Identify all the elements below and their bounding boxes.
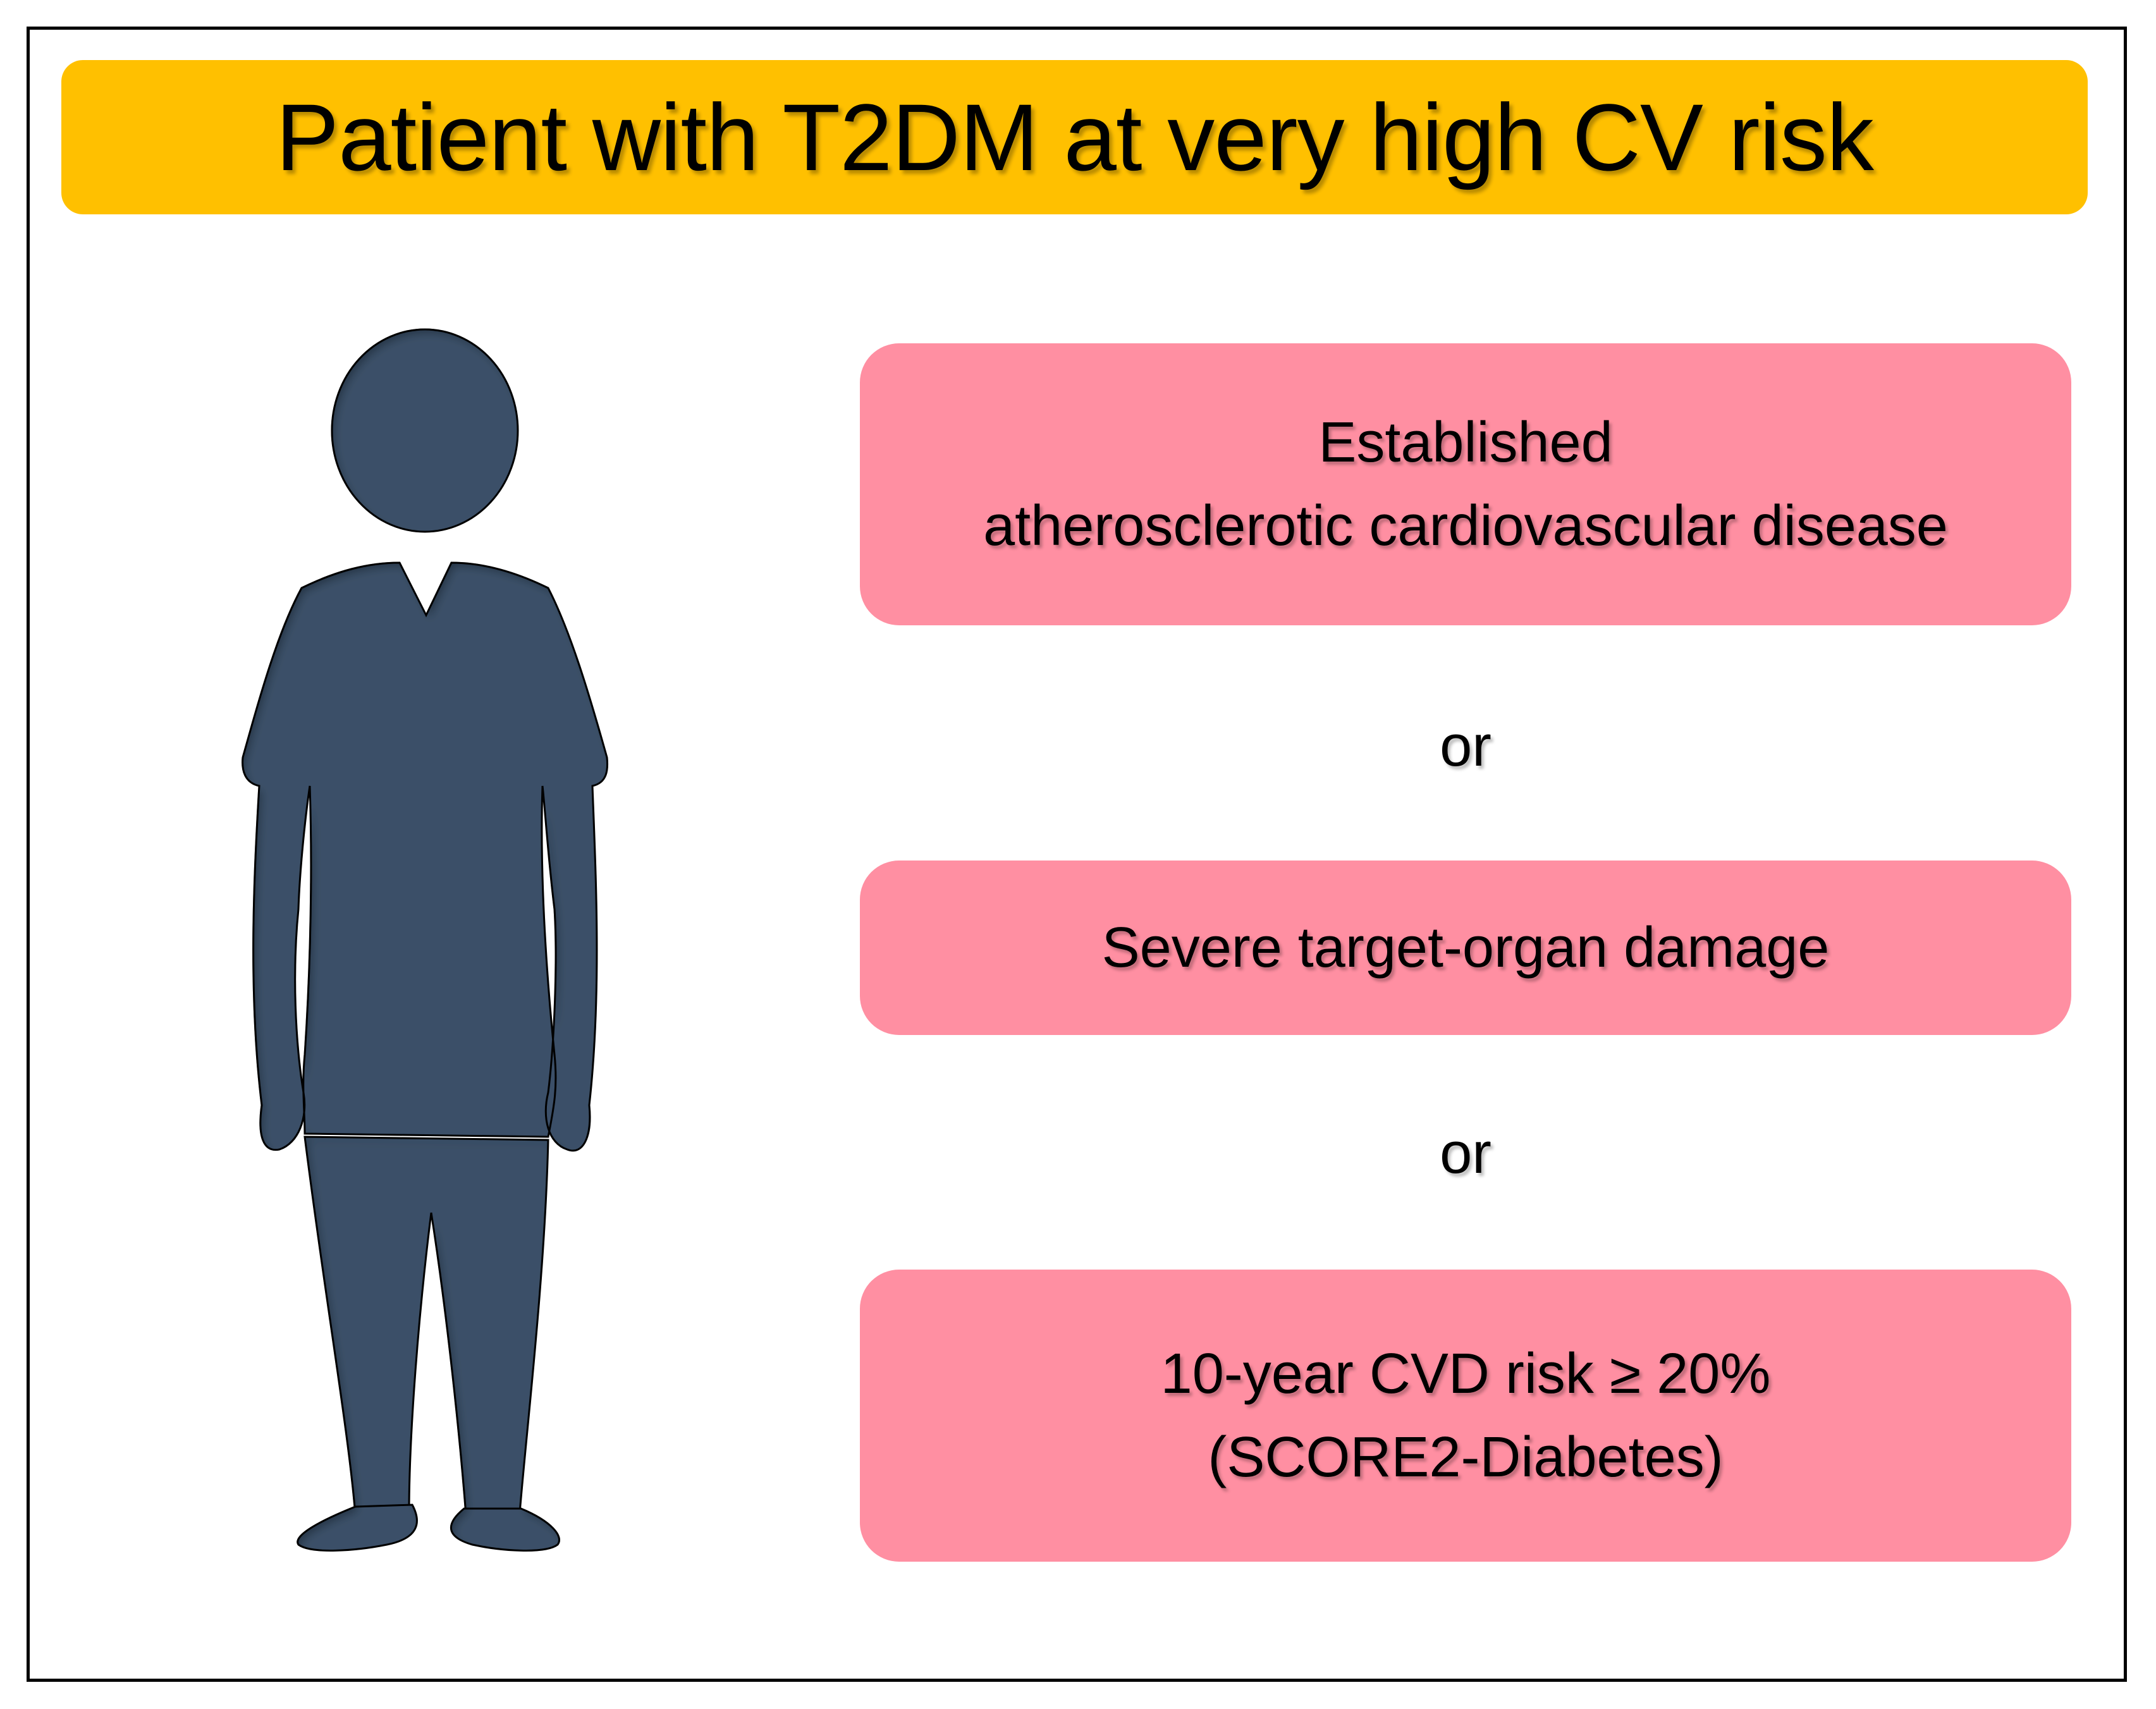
criterion-text: atherosclerotic cardiovascular disease (983, 484, 1948, 568)
criterion-text: Severe target-organ damage (1102, 906, 1830, 989)
or-connector: or (860, 713, 2071, 780)
figure-head (332, 329, 518, 532)
figure-torso (243, 563, 608, 1151)
figure-left-foot (298, 1505, 417, 1550)
or-connector: or (860, 1120, 2071, 1187)
figure-legs (305, 1137, 548, 1515)
figure-right-foot (451, 1509, 559, 1550)
page-title: Patient with T2DM at very high CV risk (276, 83, 1873, 192)
criterion-box-target-organ-damage: Severe target-organ damage (860, 861, 2071, 1035)
criterion-box-cvd-risk-score: 10-year CVD risk ≥ 20% (SCORE2-Diabetes) (860, 1270, 2071, 1562)
criterion-text: Established (1318, 401, 1612, 484)
title-banner: Patient with T2DM at very high CV risk (61, 60, 2088, 214)
person-silhouette-icon (229, 328, 621, 1554)
criterion-text: 10-year CVD risk ≥ 20% (1161, 1332, 1771, 1416)
criterion-box-established-ascvd: Established atherosclerotic cardiovascul… (860, 343, 2071, 625)
criterion-text: (SCORE2-Diabetes) (1208, 1416, 1723, 1499)
